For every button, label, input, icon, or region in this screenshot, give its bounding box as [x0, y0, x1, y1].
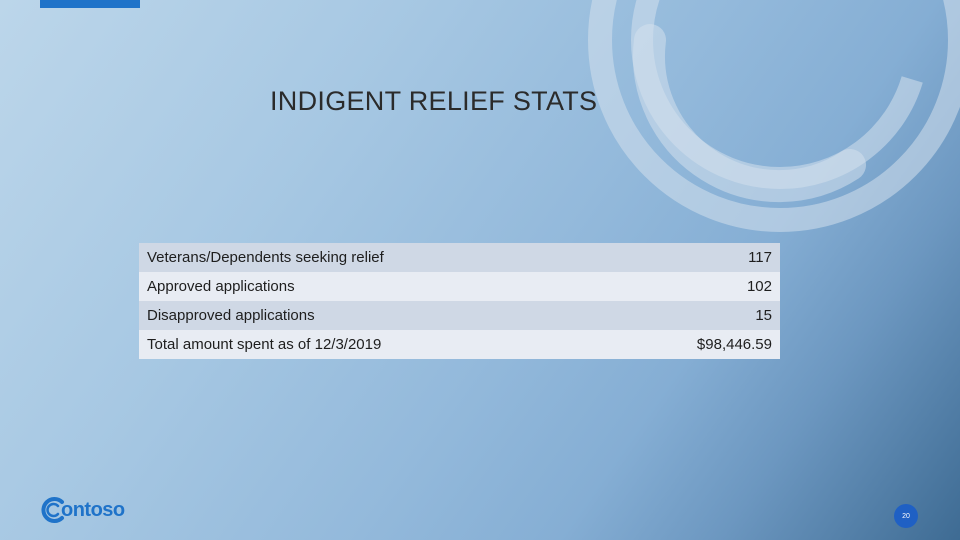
table-row: Veterans/Dependents seeking relief 117	[139, 243, 780, 272]
logo-text: ontoso	[61, 498, 125, 521]
row-label: Approved applications	[139, 272, 611, 301]
row-value: 15	[610, 301, 780, 330]
row-value: 117	[610, 243, 780, 272]
row-value: $98,446.59	[610, 330, 780, 359]
slide-title: INDIGENT RELIEF STATS	[270, 86, 598, 116]
row-value: 102	[610, 272, 780, 301]
contoso-logo: ontoso	[38, 494, 125, 526]
table-row: Disapproved applications 15	[139, 301, 780, 330]
table-row: Total amount spent as of 12/3/2019 $98,4…	[139, 330, 780, 359]
row-label: Disapproved applications	[139, 301, 611, 330]
accent-bar	[40, 0, 140, 8]
table-row: Approved applications 102	[139, 272, 780, 301]
page-number-badge: 20	[894, 504, 918, 528]
row-label: Veterans/Dependents seeking relief	[139, 243, 611, 272]
row-label: Total amount spent as of 12/3/2019	[139, 330, 611, 359]
stats-table: Veterans/Dependents seeking relief 117 A…	[139, 243, 780, 359]
contoso-c-mark-icon	[41, 497, 64, 523]
